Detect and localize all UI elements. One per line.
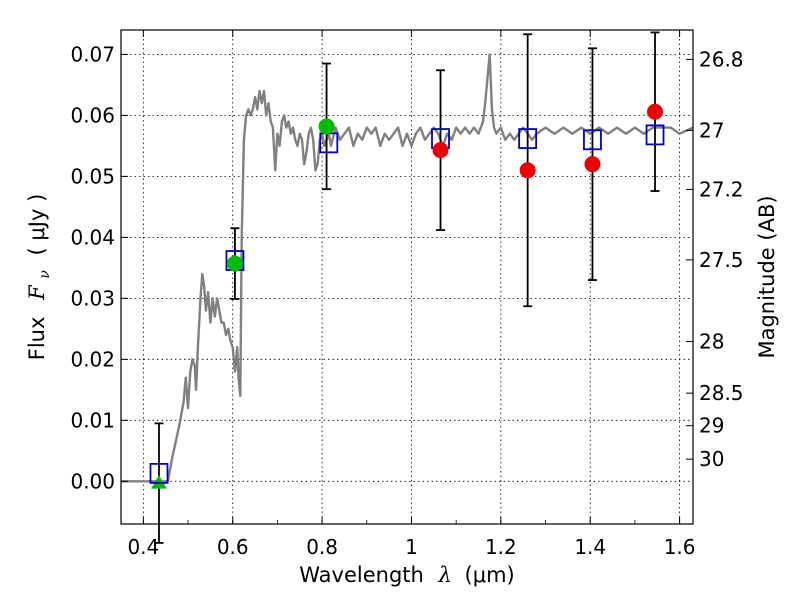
mag-tick-label: 28 xyxy=(699,330,724,354)
spectrum-line xyxy=(121,53,694,483)
y-tick-label: 0.06 xyxy=(70,103,115,127)
y-tick-label: 0.04 xyxy=(70,225,115,249)
magnitude-axis-title: Magnitude (AB) xyxy=(755,195,779,358)
x-tick-label: 0.4 xyxy=(127,535,159,559)
detection-point xyxy=(318,118,335,135)
x-tick-label: 0.8 xyxy=(306,535,338,559)
y-tick-label: 0.07 xyxy=(70,42,115,66)
x-axis-title-symbol: λ xyxy=(438,563,452,587)
y-axis-title-subscript: ν xyxy=(37,270,53,279)
x-tick-label: 1.6 xyxy=(664,535,696,559)
error-bars xyxy=(154,31,660,544)
detection-point xyxy=(226,255,243,272)
model-spectrum xyxy=(121,53,694,483)
x-axis-title-unit: (μm) xyxy=(465,563,515,587)
y-axis-title-symbol: F xyxy=(25,284,49,301)
grid-lines xyxy=(121,30,693,524)
axis-ticks: 0.4 0.6 0.8 1 1.2 1.4 1.6 0.00 0.01 0.02 0.03 0.04 0… xyxy=(70,30,744,559)
y-axis-title-prefix: Flux xyxy=(25,317,49,361)
y-tick-label: 0.05 xyxy=(70,164,115,188)
x-tick-label: 0.6 xyxy=(217,535,249,559)
mag-tick-label: 30 xyxy=(699,447,724,471)
data-markers xyxy=(149,103,665,489)
y-axis-title-unit: ( μJy ) xyxy=(25,194,49,256)
model-photometry-square xyxy=(645,124,665,146)
x-axis-title-prefix: Wavelength xyxy=(299,563,424,587)
mag-tick-label: 27.5 xyxy=(699,248,744,272)
low-sn-point xyxy=(519,162,536,179)
plot-frame xyxy=(120,29,694,525)
low-sn-point xyxy=(647,103,664,120)
mag-tick-label: 26.8 xyxy=(699,47,744,71)
y-axis-title: Flux F ν ( μJy ) xyxy=(25,194,54,361)
y-tick-label: 0.03 xyxy=(70,286,115,310)
mag-tick-label: 29 xyxy=(699,414,724,438)
y-tick-label: 0.00 xyxy=(70,469,115,493)
low-sn-point xyxy=(584,156,601,173)
x-tick-label: 1.4 xyxy=(574,535,606,559)
model-photometry-square xyxy=(518,128,538,149)
x-tick-label: 1.2 xyxy=(485,535,517,559)
y-tick-label: 0.02 xyxy=(70,347,115,371)
low-sn-point xyxy=(432,142,449,159)
y-tick-label: 0.01 xyxy=(70,408,115,432)
model-photometry-square xyxy=(583,129,602,151)
mag-tick-label: 27.2 xyxy=(699,177,744,201)
model-photometry-square xyxy=(149,462,169,484)
x-axis-title: Wavelength λ (μm) xyxy=(299,563,514,587)
mag-tick-label: 27 xyxy=(699,118,724,142)
mag-tick-label: 28.5 xyxy=(699,381,744,405)
x-tick-label: 1 xyxy=(405,535,418,559)
